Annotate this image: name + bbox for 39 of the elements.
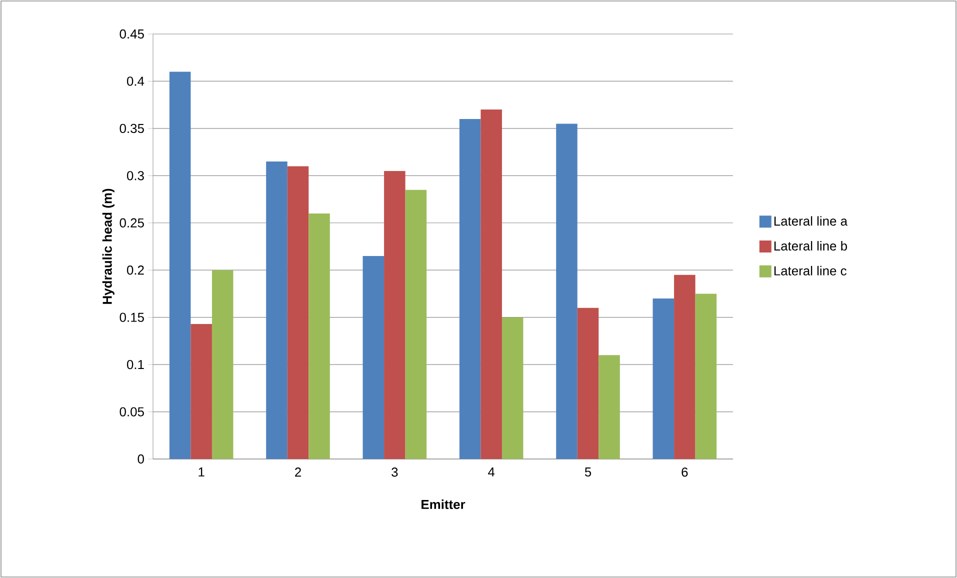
y-tick-label: 0.25 [120,218,144,228]
bar [384,170,406,459]
bar [556,124,578,459]
bar [287,166,309,459]
bar [598,355,620,459]
x-tick-label: 3 [392,468,398,477]
y-tick-label: 0.4 [126,76,144,86]
y-axis-title: Hydraulic head (m) [102,188,114,304]
bar [577,308,599,459]
y-tick-label: 0 [138,454,144,464]
bar [190,324,212,459]
bar [362,256,384,459]
legend-label: Lateral line b [774,241,847,251]
y-tick-label: 0.45 [120,29,144,39]
y-tick-label: 0.15 [120,312,144,322]
bar [502,317,524,459]
bar [212,270,234,459]
bar [266,161,288,459]
x-tick-label: 6 [682,468,688,477]
bar [695,294,717,459]
bar [308,213,330,459]
legend-label: Lateral line c [774,266,846,276]
x-tick-label: 5 [584,468,592,477]
y-tick-label: 0.35 [120,124,144,134]
x-tick-label: 1 [198,468,204,476]
bar [674,274,696,459]
bar [169,72,191,459]
bar [652,298,674,459]
bar [480,110,502,459]
y-tick-label: 0.1 [126,360,144,370]
y-tick-label: 0.2 [126,266,144,275]
bar [405,190,427,459]
bar [459,118,481,459]
legend-label: Lateral line a [774,216,848,226]
x-axis-title: Emitter [422,500,466,510]
x-tick-label: 4 [488,468,495,476]
x-tick-label: 2 [295,468,301,477]
y-tick-label: 0.3 [126,171,144,180]
y-tick-label: 0.05 [120,407,144,416]
